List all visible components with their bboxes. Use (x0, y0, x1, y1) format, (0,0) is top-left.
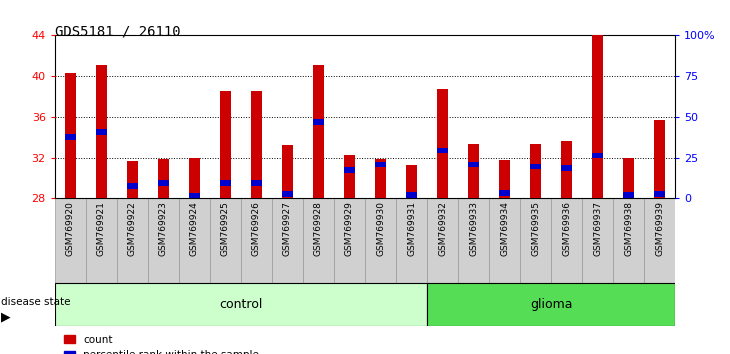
Bar (654, 192, 665, 197)
Bar (158, 159, 169, 198)
Bar (127, 161, 138, 198)
Text: GSM769934: GSM769934 (500, 201, 509, 256)
Bar (241, 198, 272, 283)
Bar (158, 180, 169, 186)
Bar (282, 145, 293, 198)
Text: control: control (219, 298, 263, 311)
Bar (468, 162, 479, 167)
Text: GSM769923: GSM769923 (159, 201, 168, 256)
Text: GSM769924: GSM769924 (190, 201, 199, 256)
Bar (210, 198, 241, 283)
Legend: count, percentile rank within the sample: count, percentile rank within the sample (60, 331, 263, 354)
Bar (499, 190, 510, 196)
Bar (551, 198, 583, 283)
Bar (334, 198, 365, 283)
Text: GDS5181 / 26110: GDS5181 / 26110 (55, 25, 180, 39)
Bar (427, 198, 458, 283)
Bar (499, 160, 510, 198)
Bar (583, 198, 613, 283)
Text: GSM769935: GSM769935 (531, 201, 540, 256)
Bar (313, 65, 324, 198)
Text: GSM769939: GSM769939 (656, 201, 664, 256)
Bar (623, 192, 634, 198)
Text: GSM769933: GSM769933 (469, 201, 478, 256)
Bar (561, 141, 572, 198)
Text: glioma: glioma (530, 298, 572, 311)
Bar (406, 165, 417, 198)
Text: GSM769929: GSM769929 (345, 201, 354, 256)
Text: GSM769938: GSM769938 (624, 201, 633, 256)
Bar (613, 198, 645, 283)
Bar (96, 129, 107, 135)
Bar (179, 198, 210, 283)
Bar (189, 193, 200, 199)
Bar (303, 198, 334, 283)
Bar (251, 91, 262, 198)
Text: GSM769922: GSM769922 (128, 201, 137, 256)
Bar (65, 135, 76, 140)
Bar (375, 159, 386, 198)
Text: GSM769936: GSM769936 (562, 201, 571, 256)
Bar (623, 158, 634, 198)
Bar (117, 198, 147, 283)
Bar (530, 164, 541, 170)
Text: GSM769926: GSM769926 (252, 201, 261, 256)
Text: GSM769927: GSM769927 (283, 201, 292, 256)
Text: GSM769937: GSM769937 (593, 201, 602, 256)
Bar (437, 89, 448, 198)
Text: GSM769920: GSM769920 (66, 201, 74, 256)
Bar (251, 180, 262, 186)
Bar (458, 198, 489, 283)
Bar (365, 198, 396, 283)
Text: GSM769921: GSM769921 (97, 201, 106, 256)
Bar (396, 198, 427, 283)
Text: GSM769932: GSM769932 (438, 201, 447, 256)
Bar (375, 162, 386, 167)
Bar (561, 165, 572, 171)
Bar (55, 198, 86, 283)
Bar (344, 155, 355, 198)
Bar (189, 158, 200, 198)
Bar (65, 73, 76, 198)
Text: GSM769931: GSM769931 (407, 201, 416, 256)
Text: GSM769928: GSM769928 (314, 201, 323, 256)
Text: disease state: disease state (1, 297, 70, 307)
Bar (86, 198, 117, 283)
Bar (220, 180, 231, 186)
Bar (406, 192, 417, 198)
Text: GSM769930: GSM769930 (376, 201, 385, 256)
Bar (127, 183, 138, 189)
Bar (468, 144, 479, 198)
Bar (592, 153, 603, 158)
Bar (489, 198, 520, 283)
Bar (654, 120, 665, 198)
Bar (282, 192, 293, 197)
Bar (313, 119, 324, 125)
Text: GSM769925: GSM769925 (221, 201, 230, 256)
Bar (272, 198, 303, 283)
Bar (344, 167, 355, 172)
Text: ▶: ▶ (1, 311, 10, 324)
Bar (520, 198, 551, 283)
Bar (592, 35, 603, 198)
Bar (530, 144, 541, 198)
Bar (427, 283, 675, 326)
Bar (147, 198, 179, 283)
Bar (96, 65, 107, 198)
Bar (437, 148, 448, 153)
Bar (55, 283, 427, 326)
Bar (645, 198, 675, 283)
Bar (220, 91, 231, 198)
